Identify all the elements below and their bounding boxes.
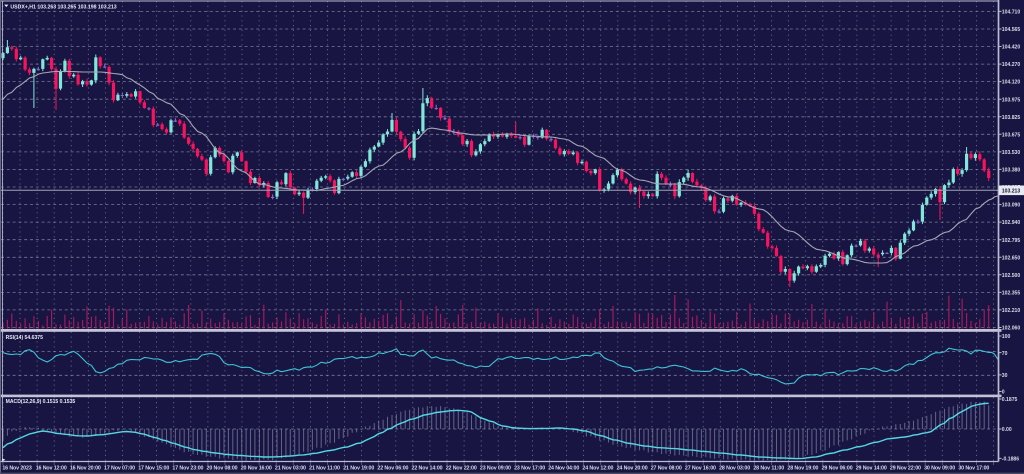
svg-text:USDX+,H1 103.263 103.265 103.: USDX+,H1 103.263 103.265 103.198 103.213 xyxy=(10,5,116,11)
svg-text:16 Nov 2023: 16 Nov 2023 xyxy=(2,465,31,471)
svg-text:102.060: 102.060 xyxy=(1002,326,1021,332)
svg-text:104.270: 104.270 xyxy=(1002,62,1021,68)
svg-text:70: 70 xyxy=(1002,351,1008,357)
svg-text:16 Nov 12:00: 16 Nov 12:00 xyxy=(36,465,67,471)
svg-text:24 Nov 20:00: 24 Nov 20:00 xyxy=(617,465,648,471)
svg-text:29 Nov 14:00: 29 Nov 14:00 xyxy=(856,465,887,471)
svg-text:103.675: 103.675 xyxy=(1002,132,1021,138)
svg-text:102.795: 102.795 xyxy=(1002,238,1021,244)
svg-text:24 Nov 04:00: 24 Nov 04:00 xyxy=(548,465,579,471)
svg-text:104.420: 104.420 xyxy=(1002,45,1021,51)
svg-text:103.825: 103.825 xyxy=(1002,115,1021,121)
svg-text:103.380: 103.380 xyxy=(1002,168,1021,174)
svg-text:-0.1886: -0.1886 xyxy=(1002,457,1019,463)
svg-text:102.500: 102.500 xyxy=(1002,273,1021,279)
svg-text:104.710: 104.710 xyxy=(1002,10,1021,16)
svg-text:103.213: 103.213 xyxy=(1002,189,1021,195)
svg-text:24 Nov 12:00: 24 Nov 12:00 xyxy=(582,465,613,471)
svg-text:27 Nov 08:00: 27 Nov 08:00 xyxy=(651,465,682,471)
svg-text:22 Nov 22:00: 22 Nov 22:00 xyxy=(446,465,477,471)
svg-text:0: 0 xyxy=(1002,390,1005,396)
svg-text:20 Nov 16:00: 20 Nov 16:00 xyxy=(241,465,272,471)
svg-text:104.565: 104.565 xyxy=(1002,27,1021,33)
svg-text:17 Nov 15:00: 17 Nov 15:00 xyxy=(138,465,169,471)
svg-text:23 Nov 09:00: 23 Nov 09:00 xyxy=(480,465,511,471)
svg-text:29 Nov 22:00: 29 Nov 22:00 xyxy=(890,465,921,471)
svg-text:21 Nov 03:00: 21 Nov 03:00 xyxy=(275,465,306,471)
svg-text:104.120: 104.120 xyxy=(1002,80,1021,86)
svg-text:23 Nov 17:00: 23 Nov 17:00 xyxy=(514,465,545,471)
svg-text:MACD(12,26,9) 0.1515 0.1535: MACD(12,26,9) 0.1515 0.1535 xyxy=(6,399,76,405)
svg-text:22 Nov 06:00: 22 Nov 06:00 xyxy=(377,465,408,471)
svg-text:103.975: 103.975 xyxy=(1002,97,1021,103)
svg-text:29 Nov 06:00: 29 Nov 06:00 xyxy=(822,465,853,471)
svg-text:102.940: 102.940 xyxy=(1002,220,1021,226)
svg-text:20 Nov 08:00: 20 Nov 08:00 xyxy=(207,465,238,471)
svg-text:102.210: 102.210 xyxy=(1002,308,1021,314)
svg-text:0.1875: 0.1875 xyxy=(1002,397,1018,403)
svg-text:16 Nov 20:00: 16 Nov 20:00 xyxy=(70,465,101,471)
svg-text:30: 30 xyxy=(1002,373,1008,379)
svg-text:103.530: 103.530 xyxy=(1002,150,1021,156)
svg-text:28 Nov 19:00: 28 Nov 19:00 xyxy=(787,465,818,471)
svg-text:100: 100 xyxy=(1002,334,1011,340)
svg-text:17 Nov 23:00: 17 Nov 23:00 xyxy=(172,465,203,471)
svg-text:RSI(14) 54.6375: RSI(14) 54.6375 xyxy=(6,335,44,341)
svg-text:102.650: 102.650 xyxy=(1002,255,1021,261)
svg-text:27 Nov 16:00: 27 Nov 16:00 xyxy=(685,465,716,471)
svg-text:21 Nov 11:00: 21 Nov 11:00 xyxy=(309,465,340,471)
svg-text:28 Nov 03:00: 28 Nov 03:00 xyxy=(719,465,750,471)
svg-text:21 Nov 19:00: 21 Nov 19:00 xyxy=(343,465,374,471)
svg-text:28 Nov 11:00: 28 Nov 11:00 xyxy=(753,465,784,471)
svg-text:103.090: 103.090 xyxy=(1002,203,1021,209)
svg-text:30 Nov 17:00: 30 Nov 17:00 xyxy=(958,465,989,471)
svg-text:17 Nov 07:00: 17 Nov 07:00 xyxy=(104,465,135,471)
svg-text:30 Nov 09:00: 30 Nov 09:00 xyxy=(924,465,955,471)
svg-text:0.00: 0.00 xyxy=(1002,427,1012,433)
svg-text:102.355: 102.355 xyxy=(1002,291,1021,297)
svg-text:22 Nov 14:00: 22 Nov 14:00 xyxy=(412,465,443,471)
